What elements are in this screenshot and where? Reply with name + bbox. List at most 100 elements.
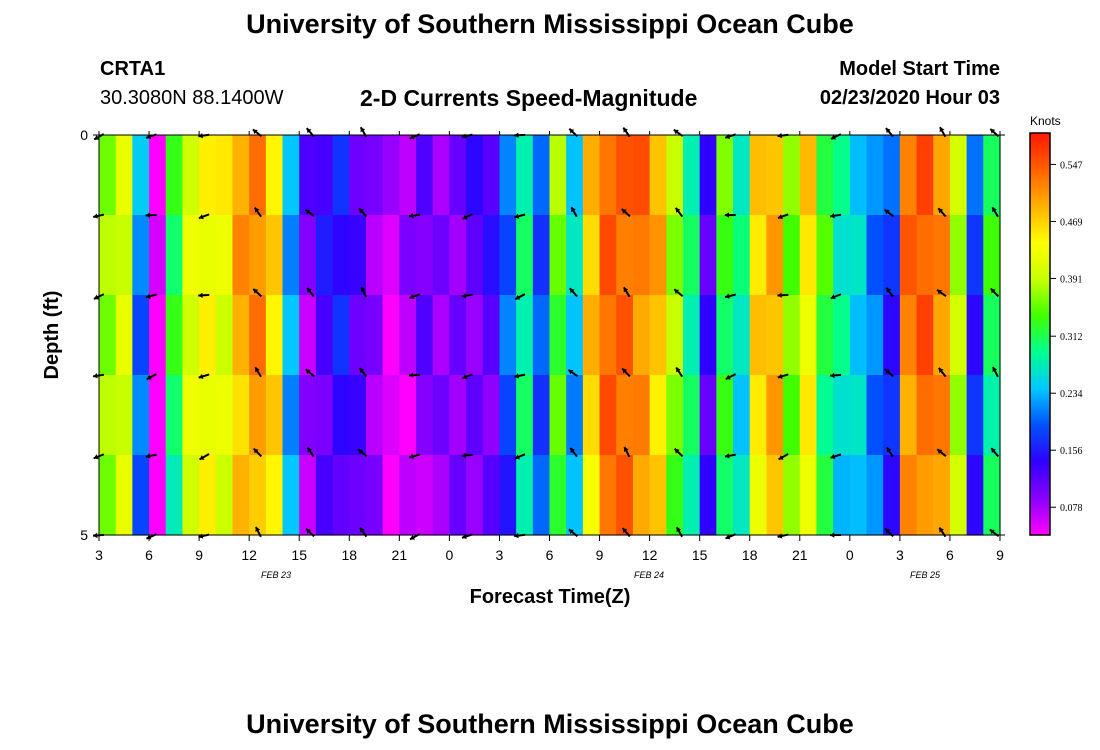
- heatmap-cell: [132, 295, 150, 376]
- heatmap-cell: [382, 375, 400, 456]
- heatmap-cell: [966, 375, 984, 456]
- current-arrow: [777, 213, 789, 220]
- heatmap-cell: [416, 455, 434, 536]
- heatmap-cell: [966, 295, 984, 376]
- heatmap-cell: [365, 295, 384, 376]
- x-tick-label: 6: [546, 547, 554, 563]
- page-title: University of Southern Mississippi Ocean…: [246, 9, 854, 39]
- heatmap-cell: [682, 455, 701, 536]
- heatmap-cell: [499, 295, 517, 376]
- current-arrow: [198, 373, 210, 379]
- current-arrow: [514, 453, 526, 460]
- current-arrow: [145, 212, 157, 218]
- current-arrow: [990, 287, 1000, 298]
- heatmap-cell: [265, 215, 284, 296]
- heatmap-cell: [232, 135, 250, 216]
- heatmap-cell: [949, 375, 968, 456]
- heatmap-cell: [933, 215, 951, 296]
- heatmap-cell: [833, 135, 851, 216]
- heatmap-cell: [966, 455, 984, 536]
- heatmap-cell: [549, 135, 567, 216]
- current-arrow: [938, 367, 947, 378]
- current-arrow: [673, 288, 684, 298]
- heatmap-cell: [733, 455, 751, 536]
- heatmap-cell: [899, 375, 918, 456]
- heatmap-cell: [799, 215, 818, 296]
- heatmap-cell: [766, 455, 784, 536]
- heatmap-cell: [282, 455, 300, 536]
- heatmap-cell: [332, 375, 350, 456]
- heatmap-cell: [449, 135, 467, 216]
- heatmap-cell: [682, 295, 701, 376]
- current-arrow: [409, 293, 421, 300]
- heatmap-cell: [799, 375, 818, 456]
- heatmap-cell: [532, 375, 551, 456]
- heatmap-cell: [249, 215, 267, 296]
- current-arrow: [570, 206, 578, 218]
- heatmap-cell: [265, 375, 284, 456]
- heatmap-cell: [382, 135, 400, 216]
- heatmap-cell: [332, 455, 350, 536]
- heatmap-cell: [165, 295, 184, 376]
- heatmap-cell: [749, 455, 768, 536]
- heatmap-cell: [983, 295, 1001, 376]
- heatmap-cell: [632, 295, 651, 376]
- heatmap-cell: [132, 135, 150, 216]
- heatmap-cell: [215, 215, 234, 296]
- heatmap-cell: [482, 295, 501, 376]
- heatmap-cell: [899, 295, 918, 376]
- heatmap-cell: [416, 135, 434, 216]
- current-arrow: [567, 369, 579, 377]
- heatmap-cell: [199, 135, 217, 216]
- current-arrow: [830, 293, 842, 300]
- heatmap-cell: [649, 455, 667, 536]
- heatmap-cell: [766, 295, 784, 376]
- heatmap-cell: [449, 375, 467, 456]
- colorbar-tick-label: 0.547: [1060, 160, 1083, 171]
- colorbar: [1029, 132, 1051, 536]
- current-arrow: [830, 213, 842, 219]
- heatmap-cell: [349, 135, 367, 216]
- heatmap-cell: [799, 295, 818, 376]
- heatmap-cell: [766, 215, 784, 296]
- heatmap-cell: [165, 455, 184, 536]
- heatmap-cell: [549, 455, 567, 536]
- current-arrow: [357, 448, 368, 458]
- heatmap-cell: [115, 295, 133, 376]
- heatmap-cell: [516, 295, 534, 376]
- heatmap-cell: [632, 135, 651, 216]
- heatmap-cell: [382, 455, 400, 536]
- heatmap-cell: [616, 135, 634, 216]
- heatmap-cell: [682, 215, 701, 296]
- heatmap-cell: [549, 215, 567, 296]
- heatmap-cell: [149, 455, 167, 536]
- heatmap-cell: [883, 295, 901, 376]
- heatmap-cell: [616, 455, 634, 536]
- heatmap-cell: [549, 375, 567, 456]
- heatmap-cell: [182, 215, 200, 296]
- heatmap-cell: [282, 375, 300, 456]
- x-tick-label: 21: [792, 547, 808, 563]
- heatmap-cell: [983, 215, 1001, 296]
- heatmap-cell: [215, 135, 234, 216]
- heatmap-cell: [582, 375, 601, 456]
- heatmap-cell: [733, 135, 751, 216]
- station-id: CRTA1: [100, 58, 166, 80]
- heatmap-cell: [616, 375, 634, 456]
- heatmap-cell: [816, 135, 834, 216]
- x-tick-label: 0: [445, 547, 453, 563]
- heatmap-cell: [949, 295, 968, 376]
- current-arrow: [724, 293, 736, 299]
- current-arrow: [621, 208, 631, 218]
- heatmap-cell: [482, 455, 501, 536]
- heatmap-cell: [432, 135, 450, 216]
- heatmap-cell: [99, 455, 117, 536]
- heatmap-cell: [516, 375, 534, 456]
- current-arrow: [673, 448, 684, 458]
- heatmap-cell: [449, 215, 467, 296]
- heatmap-cell: [282, 295, 300, 376]
- current-arrow: [621, 367, 631, 378]
- heatmap-cell: [432, 295, 450, 376]
- y-tick-label: 0: [80, 127, 88, 143]
- current-arrow: [145, 453, 157, 459]
